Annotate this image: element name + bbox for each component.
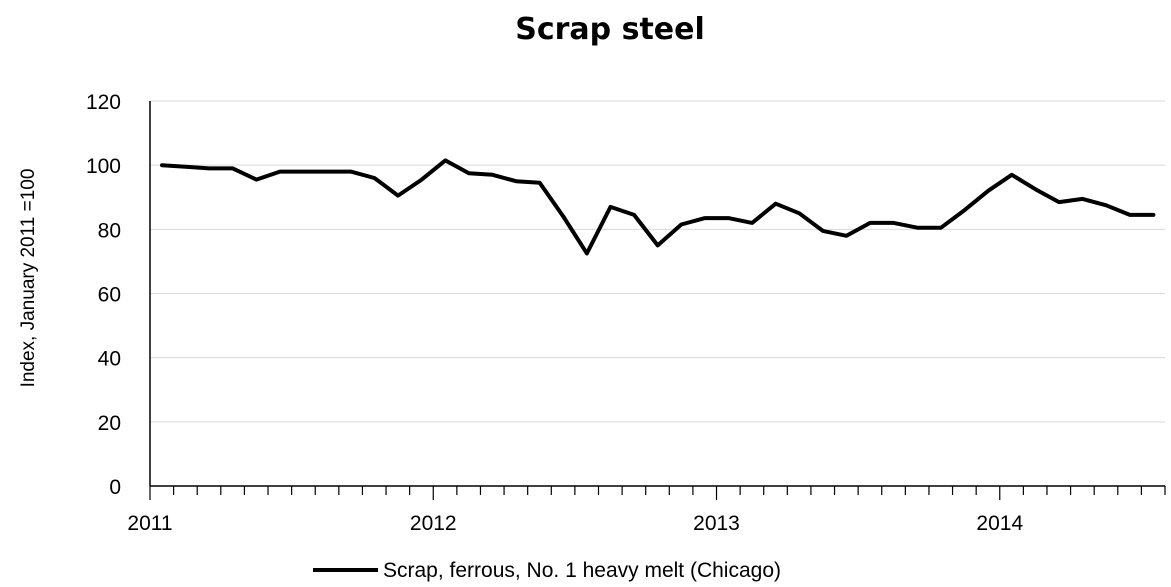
x-tick-label: 2011 bbox=[127, 512, 172, 535]
y-tick-label: 40 bbox=[98, 348, 121, 371]
series-line bbox=[160, 158, 1156, 256]
legend-label: Scrap, ferrous, No. 1 heavy melt (Chicag… bbox=[383, 559, 781, 582]
x-tick-label: 2013 bbox=[693, 512, 740, 535]
y-axis-label: Index, January 2011 =100 bbox=[18, 169, 39, 388]
x-axis: 2011 2012 2013 2014 bbox=[127, 485, 1166, 535]
y-axis: 0 20 40 60 80 100 120 bbox=[86, 91, 151, 499]
y-tick-label: 120 bbox=[86, 91, 121, 114]
x-tick-label: 2012 bbox=[410, 512, 457, 535]
plot-area bbox=[160, 158, 1156, 256]
x-tick-label: 2014 bbox=[976, 512, 1023, 535]
chart-title: Scrap steel bbox=[515, 12, 705, 47]
legend: Scrap, ferrous, No. 1 heavy melt (Chicag… bbox=[313, 559, 781, 582]
y-tick-label: 80 bbox=[98, 219, 121, 242]
y-tick-label: 100 bbox=[86, 155, 121, 178]
gridlines bbox=[150, 100, 1165, 423]
y-tick-label: 0 bbox=[109, 476, 121, 499]
y-tick-label: 20 bbox=[98, 412, 121, 435]
y-tick-label: 60 bbox=[98, 284, 121, 307]
